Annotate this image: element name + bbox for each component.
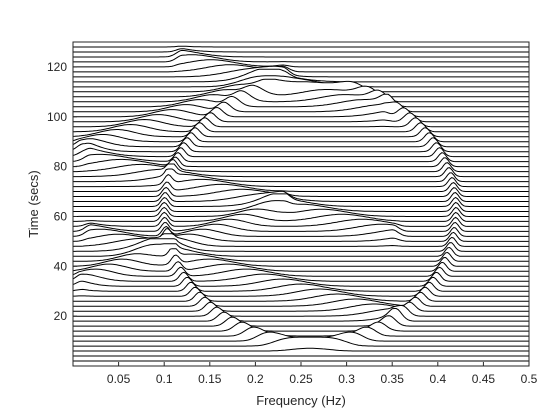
y-tick-label: 60 [54,209,68,223]
x-tick-label: 0.25 [289,372,313,386]
y-tick-label: 100 [47,110,67,124]
x-axis-label: Frequency (Hz) [256,393,346,408]
y-tick-label: 40 [54,259,68,273]
x-tick-label: 0.5 [521,372,538,386]
y-axis-label: Time (secs) [26,170,41,237]
y-tick-label: 120 [47,60,67,74]
x-tick-label: 0.3 [338,372,355,386]
x-tick-label: 0.4 [429,372,446,386]
x-tick-label: 0.45 [472,372,496,386]
y-axis: 20 40 60 80 100 120 [47,60,77,323]
y-tick-label: 80 [54,160,68,174]
x-axis: 0.05 0.1 0.15 0.2 0.25 0.3 0.35 0.4 0.45 0.5 [107,362,538,386]
x-tick-label: 0.1 [156,372,173,386]
x-tick-label: 0.2 [247,372,264,386]
y-tick-label: 20 [54,309,68,323]
trace-group [73,45,529,366]
x-tick-label: 0.35 [381,372,405,386]
x-tick-label: 0.05 [107,372,131,386]
x-tick-label: 0.15 [198,372,222,386]
